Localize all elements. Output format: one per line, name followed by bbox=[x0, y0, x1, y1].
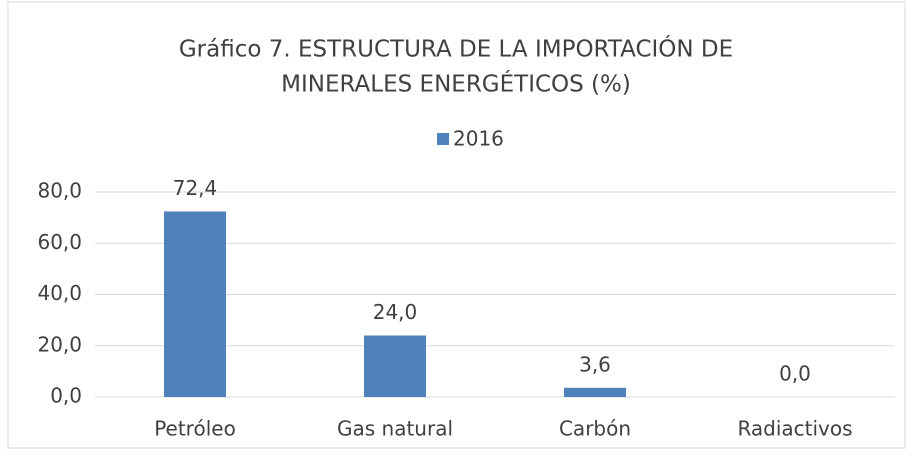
y-tick-label: 0,0 bbox=[50, 384, 82, 408]
bar bbox=[364, 335, 426, 397]
bar bbox=[564, 387, 626, 397]
y-tick-label: 60,0 bbox=[37, 230, 82, 254]
x-tick-label: Carbón bbox=[559, 417, 631, 441]
y-tick-label: 20,0 bbox=[37, 332, 82, 356]
y-tick-label: 40,0 bbox=[37, 281, 82, 305]
chart-title: MINERALES ENERGÉTICOS (%) bbox=[281, 70, 631, 98]
legend-label: 2016 bbox=[453, 127, 504, 151]
value-label: 3,6 bbox=[579, 352, 611, 376]
legend-swatch bbox=[437, 133, 449, 145]
x-tick-label: Petróleo bbox=[154, 417, 236, 441]
chart-title: Gráfico 7. ESTRUCTURA DE LA IMPORTACIÓN … bbox=[179, 35, 733, 63]
value-label: 0,0 bbox=[779, 362, 811, 386]
bar bbox=[164, 211, 226, 397]
value-label: 72,4 bbox=[173, 176, 218, 200]
x-tick-label: Radiactivos bbox=[737, 417, 852, 441]
y-tick-label: 80,0 bbox=[37, 179, 82, 203]
chart-frame bbox=[7, 1, 906, 449]
x-tick-label: Gas natural bbox=[337, 417, 453, 441]
value-label: 24,0 bbox=[373, 300, 418, 324]
